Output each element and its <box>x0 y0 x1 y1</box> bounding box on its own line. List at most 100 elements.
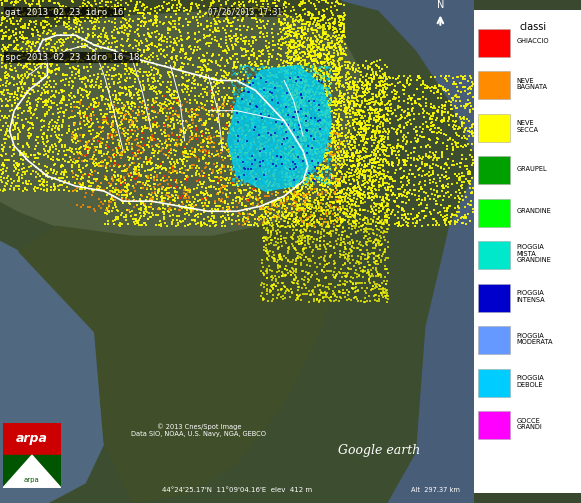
Point <box>142 184 152 192</box>
Point <box>91 167 100 175</box>
Point <box>294 159 303 167</box>
Point <box>293 109 303 117</box>
Point <box>116 220 125 228</box>
Point <box>275 125 285 133</box>
Point <box>343 198 353 206</box>
Point <box>347 284 357 292</box>
Point <box>256 204 266 212</box>
Point <box>284 96 293 104</box>
Point <box>380 151 389 159</box>
Point <box>234 69 243 77</box>
Point <box>92 11 102 19</box>
Point <box>212 146 221 154</box>
Point <box>240 98 249 106</box>
Point <box>295 111 304 119</box>
Point <box>301 133 310 141</box>
Point <box>335 25 345 33</box>
Point <box>369 98 378 106</box>
Point <box>249 52 259 60</box>
Point <box>256 112 265 120</box>
Point <box>456 72 465 80</box>
Point <box>299 96 309 104</box>
Point <box>242 158 252 166</box>
Point <box>261 233 270 241</box>
Point <box>322 63 331 71</box>
Point <box>273 155 282 163</box>
Point <box>291 257 300 265</box>
Point <box>296 195 306 203</box>
Point <box>118 46 127 54</box>
Point <box>343 120 353 128</box>
Point <box>316 211 325 219</box>
Point <box>203 139 212 147</box>
Point <box>74 89 83 97</box>
Point <box>28 80 38 88</box>
Point <box>49 161 58 170</box>
Point <box>117 28 127 36</box>
Point <box>357 284 367 292</box>
Point <box>375 128 384 136</box>
Point <box>356 190 365 198</box>
Point <box>311 128 321 136</box>
Point <box>267 190 277 198</box>
Point <box>356 131 365 139</box>
Point <box>27 48 37 56</box>
Point <box>277 45 286 53</box>
Point <box>274 99 283 107</box>
Point <box>217 93 227 101</box>
Point <box>366 234 375 242</box>
Point <box>5 78 15 87</box>
Point <box>409 219 418 227</box>
Point <box>322 149 331 157</box>
Point <box>378 216 387 224</box>
Point <box>349 121 358 129</box>
Point <box>106 43 116 51</box>
Point <box>461 124 471 132</box>
Point <box>337 94 346 102</box>
Point <box>156 102 166 110</box>
Point <box>333 57 343 65</box>
Point <box>352 187 361 195</box>
Point <box>177 181 187 189</box>
Point <box>418 186 427 194</box>
Point <box>257 126 267 134</box>
Point <box>349 280 358 288</box>
Point <box>168 111 177 119</box>
Point <box>78 43 87 51</box>
Point <box>255 189 264 197</box>
Point <box>396 174 406 182</box>
Point <box>286 41 295 49</box>
Point <box>324 230 333 238</box>
Point <box>106 154 116 162</box>
Point <box>241 12 250 20</box>
Point <box>438 102 447 110</box>
Point <box>386 107 396 115</box>
Point <box>317 207 326 215</box>
Point <box>335 187 344 195</box>
Point <box>256 108 266 116</box>
Point <box>70 131 79 139</box>
Point <box>321 189 330 197</box>
Point <box>285 189 294 197</box>
Point <box>302 122 311 130</box>
Point <box>290 277 300 285</box>
Point <box>233 134 242 142</box>
Point <box>383 91 392 99</box>
Point <box>332 170 341 178</box>
Point <box>328 139 337 147</box>
Point <box>331 182 340 190</box>
Point <box>354 175 364 183</box>
Point <box>318 146 328 154</box>
Point <box>187 78 196 87</box>
Point <box>320 23 329 31</box>
Point <box>131 170 141 178</box>
Point <box>240 205 249 213</box>
Point <box>314 50 323 58</box>
Point <box>342 79 351 87</box>
Point <box>243 138 253 146</box>
Point <box>248 211 257 219</box>
Point <box>339 49 348 57</box>
Point <box>97 0 106 5</box>
Point <box>16 55 26 63</box>
Point <box>359 135 368 143</box>
